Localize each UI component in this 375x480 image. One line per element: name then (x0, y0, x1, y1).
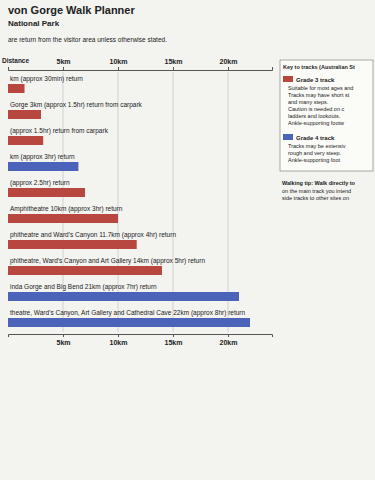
bar (8, 266, 162, 275)
bars (8, 84, 250, 327)
tick-label: 5km (56, 339, 70, 346)
tick-label: 20km (220, 58, 238, 65)
axis-title: Distance (2, 57, 29, 64)
bar (8, 292, 239, 301)
x-axis-bottom: 5km 10km 15km 20km (9, 334, 273, 346)
tick-mark (63, 67, 64, 70)
tick: 10km (110, 334, 128, 346)
tick: 5km (56, 58, 70, 70)
tick-mark (63, 334, 64, 337)
bar (8, 162, 78, 171)
bar (8, 110, 41, 119)
tick-label: 15km (165, 58, 183, 65)
category-label: inda Gorge and Big Bend 21km (approx 7hr… (10, 283, 157, 291)
tick-mark (118, 334, 119, 337)
tick-mark (173, 67, 174, 70)
legend-note: rough and very steep. (288, 150, 342, 156)
tick-label: 10km (110, 58, 128, 65)
tick-mark (118, 67, 119, 70)
category-label: phitheatre, Ward's Canyon and Art Galler… (10, 257, 205, 265)
bar (8, 240, 137, 249)
legend-note: ladders and lookouts. (288, 113, 341, 119)
chart-container: von Gorge Walk Planner National Park are r… (0, 0, 375, 480)
legend: Key to tracks (Australian St Grade 3 trac… (280, 60, 373, 171)
tick-label: 10km (110, 339, 128, 346)
legend-note: Suitable for most ages and (288, 85, 353, 91)
legend-note: Ankle-supporting foot (288, 157, 340, 163)
subtitle: National Park (8, 19, 60, 28)
chart: von Gorge Walk Planner National Park are r… (0, 0, 375, 480)
walking-tip: side tracks to other sites on (282, 195, 349, 201)
legend-note: Tracks may be extensiv (288, 143, 346, 149)
tick-label: 20km (220, 339, 238, 346)
note: are return from the visitor area unless … (8, 36, 167, 43)
bar (8, 136, 43, 145)
legend-note: and many steps. (288, 99, 329, 105)
legend-swatch (283, 134, 293, 140)
tick: 20km (220, 58, 238, 70)
legend-box (280, 60, 373, 171)
category-labels: km (approx 30min) return Gorge 3km (appro… (10, 75, 245, 317)
tick: 10km (110, 58, 128, 70)
title: von Gorge Walk Planner (8, 4, 135, 16)
walking-tip: on the main track you intend (282, 188, 351, 194)
legend-note: Caution is needed on c (288, 106, 345, 112)
category-label: (approx 1.5hr) return from carpark (10, 127, 109, 135)
category-label: phitheatre and Ward's Canyon 11.7km (app… (10, 231, 176, 239)
bar (8, 188, 85, 197)
bar (8, 214, 118, 223)
legend-label: Grade 4 track (296, 135, 335, 141)
category-label: (approx 2.5hr) return (10, 179, 70, 187)
category-label: km (approx 3hr) return (10, 153, 75, 161)
category-label: Amphitheatre 10km (approx 3hr) return (10, 205, 123, 213)
tick-label: 5km (56, 58, 70, 65)
axis-line (9, 67, 273, 71)
category-label: km (approx 30min) return (10, 75, 83, 83)
legend-swatch (283, 76, 293, 82)
tick: 15km (165, 58, 183, 70)
tick-label: 15km (165, 339, 183, 346)
legend-title: Key to tracks (Australian St (283, 64, 355, 70)
legend-label: Grade 3 track (296, 77, 335, 83)
tick-mark (173, 334, 174, 337)
category-label: theatre, Ward's Canyon, Art Gallery and … (10, 309, 245, 317)
tick: 15km (165, 334, 183, 346)
axis-line (9, 335, 273, 338)
tick: 20km (220, 334, 238, 346)
bar (8, 84, 25, 93)
category-label: Gorge 3km (approx 1.5hr) return from car… (10, 101, 143, 109)
bar (8, 318, 250, 327)
legend-note: Ankle-supporting footw (288, 120, 344, 126)
walking-tip: Walking tip: Walk directly to (282, 180, 356, 186)
x-axis-top: 5km 10km 15km 20km (9, 58, 273, 71)
tick-mark (228, 67, 229, 70)
legend-note: Tracks may have short st (288, 92, 350, 98)
tick-mark (228, 334, 229, 337)
tick: 5km (56, 334, 70, 346)
